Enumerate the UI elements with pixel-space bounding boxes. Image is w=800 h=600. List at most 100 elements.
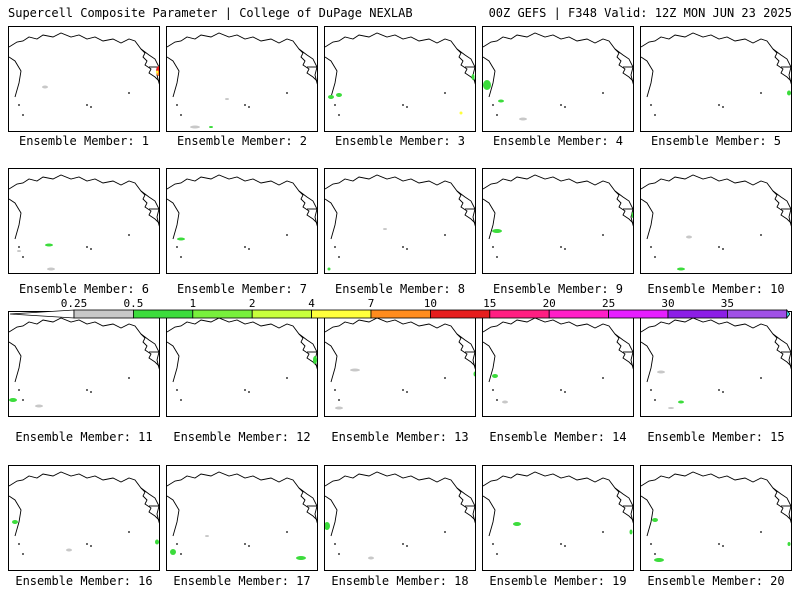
island (338, 399, 340, 401)
scp-contour (335, 406, 343, 410)
scp-contour (42, 85, 48, 89)
basemap (641, 471, 791, 562)
island (334, 104, 336, 106)
coastline (167, 471, 317, 537)
island (564, 545, 566, 547)
island (496, 256, 498, 258)
panel-label: Ensemble Member: 3 (334, 134, 466, 148)
island (128, 92, 130, 94)
scp-contour (492, 229, 502, 233)
island (722, 391, 724, 393)
coastline (641, 32, 791, 98)
island (334, 543, 336, 545)
coastline (9, 317, 159, 383)
scp-contour (170, 549, 176, 555)
scp-contour (350, 368, 360, 372)
island (602, 377, 604, 379)
scp-contour (686, 235, 692, 239)
ensemble-panel (482, 311, 634, 417)
basemap (9, 32, 159, 116)
colorbar (10, 308, 790, 320)
coastline (614, 190, 633, 224)
scp-contour (492, 374, 498, 378)
scp-contour (677, 267, 685, 271)
panel-label: Ensemble Member: 5 (650, 134, 782, 148)
coastline (772, 48, 791, 82)
island (722, 545, 724, 547)
basemap (325, 317, 475, 410)
scp-contour (336, 93, 342, 97)
island (90, 391, 92, 393)
island (406, 545, 408, 547)
colorbar-segment (192, 309, 253, 319)
island (402, 543, 404, 545)
colorbar-segment (133, 309, 194, 319)
colorbar-segment (548, 309, 610, 319)
ensemble-panel (640, 168, 792, 274)
coastline (298, 333, 317, 367)
ensemble-panel (324, 465, 476, 571)
island (602, 531, 604, 533)
island (560, 246, 562, 248)
panel-label: Ensemble Member: 9 (492, 282, 624, 296)
coastline (140, 487, 159, 521)
island (176, 389, 178, 391)
island (760, 531, 762, 533)
panel-label: Ensemble Member: 10 (647, 282, 785, 296)
panel-label: Ensemble Member: 1 (18, 134, 150, 148)
island (180, 114, 182, 116)
island (86, 246, 88, 248)
coastline (325, 174, 475, 240)
island (244, 543, 246, 545)
scp-contour (513, 522, 521, 526)
island (248, 391, 250, 393)
coastline (298, 487, 317, 521)
coastline (325, 317, 475, 383)
island (602, 92, 604, 94)
coastline (483, 317, 633, 383)
basemap (325, 471, 475, 560)
island (128, 531, 130, 533)
island (248, 106, 250, 108)
island (444, 531, 446, 533)
coastline (140, 190, 159, 224)
island (128, 234, 130, 236)
island (334, 389, 336, 391)
scp-contour (652, 518, 658, 522)
island (338, 114, 340, 116)
colorbar-tick-label: 10 (423, 297, 438, 310)
island (718, 543, 720, 545)
panel-label: Ensemble Member: 12 (173, 430, 311, 444)
ensemble-panel (8, 311, 160, 417)
island (180, 553, 182, 555)
coastline (298, 190, 317, 224)
coastline (641, 174, 791, 240)
island (650, 389, 652, 391)
island (564, 106, 566, 108)
colorbar-tick-label: 7 (367, 297, 375, 310)
coastline (456, 190, 475, 224)
panel-label: Ensemble Member: 13 (331, 430, 469, 444)
coastline (614, 333, 633, 367)
colorbar-segment (311, 309, 372, 319)
island (248, 545, 250, 547)
colorbar-tick-label: 2 (248, 297, 256, 310)
scp-contour (668, 407, 674, 409)
island (760, 92, 762, 94)
scp-contour (45, 243, 53, 247)
coastline (614, 487, 633, 521)
island (286, 234, 288, 236)
scp-contour (678, 400, 684, 404)
scp-contour (328, 95, 334, 99)
island (406, 248, 408, 250)
colorbar-segment (429, 309, 491, 319)
island (496, 553, 498, 555)
coastline (298, 48, 317, 82)
island (176, 543, 178, 545)
island (654, 114, 656, 116)
island (492, 246, 494, 248)
coastline (483, 471, 633, 537)
colorbar-segment (73, 309, 134, 319)
basemap (167, 317, 317, 401)
coastline (9, 32, 159, 98)
